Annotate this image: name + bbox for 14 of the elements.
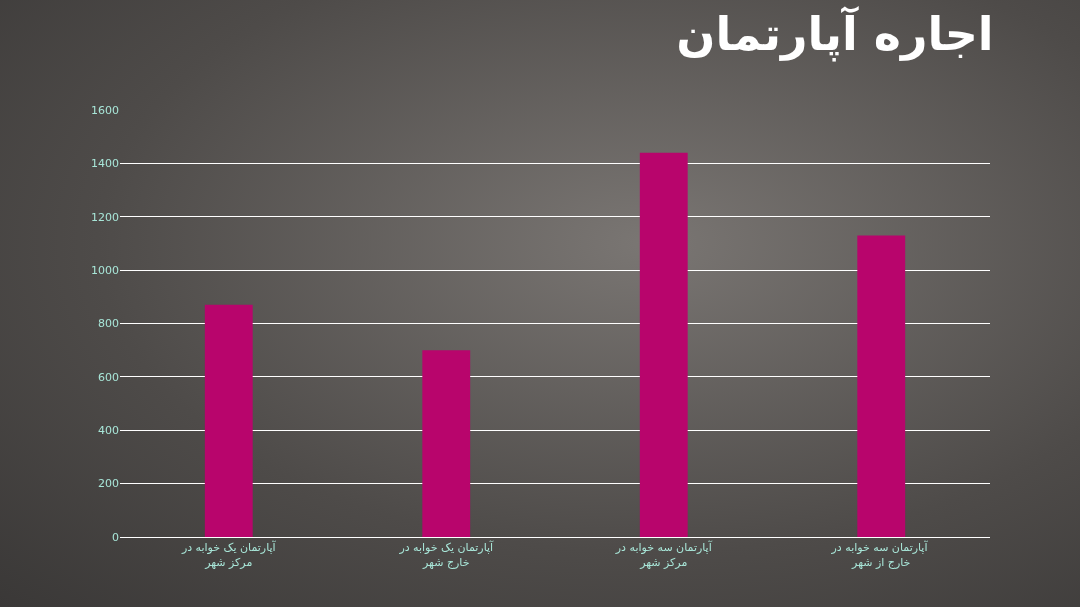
x-tick-label: آپارتمان سه خوابه در مرکز شهر (614, 540, 713, 569)
y-tick-label: 1400 (91, 157, 119, 171)
y-tick-label: 400 (98, 424, 119, 438)
y-tick-label: 200 (98, 477, 119, 491)
x-tick-label: آپارتمان سه خوابه در خارج از شهر (830, 540, 931, 569)
chart-title: اجاره آپارتمان (676, 6, 994, 63)
y-tick-label: 1000 (91, 263, 119, 277)
y-tick-label: 0 (112, 530, 119, 544)
x-tick-label: آپارتمان یک خوابه در مرکز شهر (180, 540, 277, 569)
y-tick-label: 600 (98, 370, 119, 384)
x-tick-label: آپارتمان یک خوابه در خارج شهر (398, 540, 495, 569)
y-tick-label: 800 (98, 317, 119, 331)
y-tick-label: 1600 (91, 103, 119, 117)
y-tick-label: 1200 (91, 210, 119, 224)
